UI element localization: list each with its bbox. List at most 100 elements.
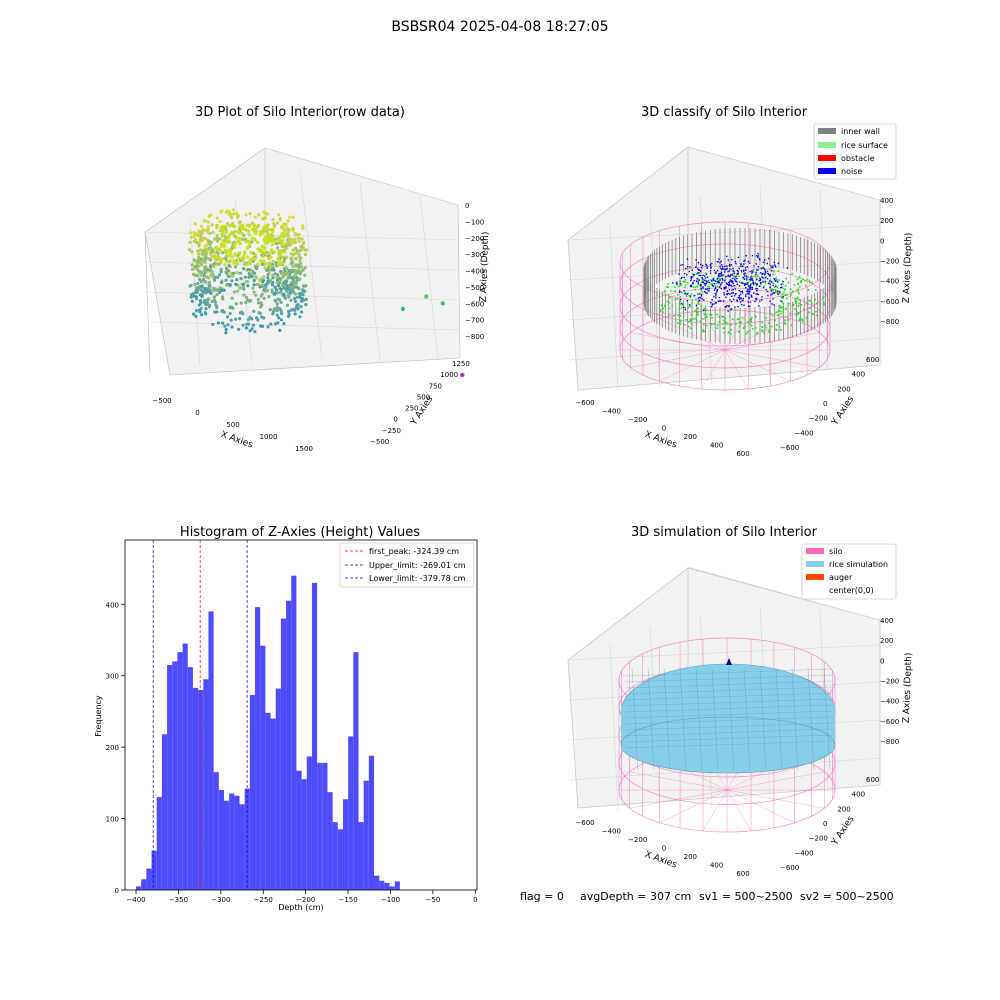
rice-surface-point (690, 327, 692, 330)
noise-point (755, 255, 758, 257)
noise-point (679, 290, 681, 292)
mesh-line (775, 667, 783, 771)
rice-surface-point (776, 291, 779, 294)
cloud-point (203, 260, 207, 265)
cloud-point (224, 256, 228, 261)
panel-raw-3d-plot: 3D Plot of Silo Interior(row data) −5000… (144, 105, 491, 453)
legend-label-lower-limit: Lower_limit: -379.78 cm (369, 574, 466, 583)
cloud-point (237, 327, 241, 331)
mesh-line (743, 667, 751, 771)
cloud-point (280, 242, 285, 246)
rice-surface-point (774, 319, 776, 322)
rice-surface-point (722, 327, 725, 329)
cloud-point (228, 248, 233, 253)
noise-point (726, 265, 728, 267)
rice-surface-point (772, 273, 774, 276)
rice-surface-point (723, 321, 726, 324)
cloud-point (278, 217, 282, 221)
cloud-point (279, 300, 283, 304)
noise-point (728, 284, 731, 287)
rice-surface-point (800, 304, 802, 306)
rice-surface-point (811, 281, 813, 284)
mesh-line (624, 740, 833, 749)
noise-point (740, 282, 743, 284)
cloud-point (201, 277, 205, 282)
rice-surface-point (798, 319, 800, 321)
noise-point (755, 273, 757, 276)
histogram-bar (146, 868, 152, 890)
cloud-point (240, 310, 244, 314)
cloud-point (240, 231, 244, 236)
cloud-point (280, 244, 284, 249)
noise-point (723, 286, 725, 289)
legend-swatch-rice-simulation (806, 561, 824, 567)
noise-point (734, 261, 737, 263)
noise-point (698, 269, 701, 271)
noise-point (732, 282, 734, 285)
histogram-xlabel: Depth (cm) (278, 903, 323, 912)
noise-point (748, 285, 750, 287)
noise-point (756, 283, 758, 285)
noise-point (752, 271, 754, 273)
rice-surface-point (731, 273, 734, 275)
legend-label-auger: auger (829, 573, 853, 582)
noise-point (750, 286, 752, 289)
cloud-point (301, 288, 305, 292)
cloud-point (244, 213, 248, 217)
cloud-point (265, 224, 269, 228)
histogram-bar (229, 793, 235, 890)
p2-silo-spoke (724, 310, 749, 351)
rice-surface-point (679, 296, 682, 298)
rice-surface-point (714, 272, 716, 274)
cloud-point (240, 223, 244, 228)
rice-surface-point (781, 306, 784, 309)
cloud-point (267, 270, 272, 274)
cloud-point (198, 271, 202, 275)
noise-point (713, 289, 716, 291)
histogram-bar (161, 734, 168, 890)
noise-point (690, 279, 692, 282)
noise-point (716, 291, 718, 293)
noise-point (729, 293, 731, 295)
noise-point (764, 270, 767, 273)
noise-point (714, 280, 717, 282)
rice-surface-point (777, 314, 779, 316)
cloud-point (266, 232, 270, 236)
noise-point (706, 265, 708, 267)
noise-point (727, 274, 729, 276)
cloud-point (211, 230, 215, 234)
cloud-point (286, 227, 290, 231)
noise-point (698, 299, 700, 301)
rice-surface-point (720, 275, 723, 278)
noise-point (747, 260, 749, 263)
cloud-point (271, 276, 275, 280)
noise-point (750, 276, 752, 278)
noise-point (706, 267, 708, 269)
histogram-bar (151, 850, 157, 890)
cloud-point (278, 328, 282, 332)
cloud-point (197, 231, 201, 235)
noise-point (720, 300, 722, 302)
noise-point (757, 256, 759, 258)
noise-point (744, 259, 746, 262)
rice-surface-point (787, 281, 790, 284)
noise-point (690, 285, 693, 287)
rice-surface-point (785, 277, 787, 280)
noise-point (703, 309, 705, 311)
rice-surface-point (705, 324, 708, 327)
cloud-point (190, 263, 194, 267)
cloud-point (246, 229, 251, 233)
cloud-point (270, 229, 275, 234)
rice-surface-point (811, 302, 813, 304)
noise-point (718, 286, 721, 288)
noise-point (746, 283, 748, 285)
histogram-bar (301, 779, 307, 890)
cloud-point (289, 287, 293, 292)
noise-point (749, 301, 752, 303)
noise-point (765, 272, 767, 274)
mesh-line (663, 667, 671, 771)
cloud-point (244, 326, 248, 330)
histogram-axes-frame (124, 539, 478, 891)
cloud-point (253, 257, 257, 261)
cloud-point (206, 268, 210, 272)
